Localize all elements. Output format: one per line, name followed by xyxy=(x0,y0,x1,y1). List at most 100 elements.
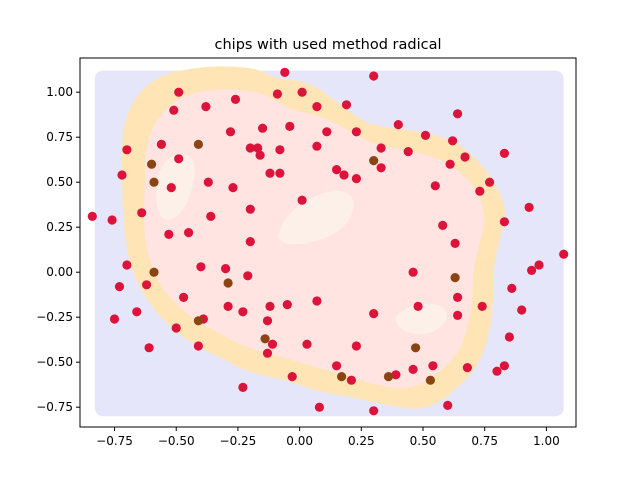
data-point-series-1 xyxy=(245,143,255,153)
data-point-series-1 xyxy=(332,361,342,371)
data-point-series-1 xyxy=(428,361,438,371)
data-point-series-1 xyxy=(534,260,544,270)
data-point-series-1 xyxy=(114,282,125,292)
data-point-series-2 xyxy=(260,334,270,344)
data-point-series-1 xyxy=(184,228,194,238)
data-point-series-2 xyxy=(147,159,157,169)
data-point-series-1 xyxy=(408,267,418,277)
data-point-series-1 xyxy=(339,170,349,180)
data-point-series-1 xyxy=(499,148,509,158)
region-core xyxy=(395,303,447,335)
data-point-series-2 xyxy=(149,177,159,187)
data-point-series-1 xyxy=(265,301,275,311)
data-point-series-1 xyxy=(460,152,470,162)
y-tick-label: −0.50 xyxy=(36,355,73,369)
scatter-points xyxy=(87,67,569,416)
x-tick-label: 1.00 xyxy=(533,434,560,448)
data-point-series-2 xyxy=(369,156,379,166)
data-point-series-1 xyxy=(201,102,211,112)
data-point-series-1 xyxy=(453,310,463,320)
data-point-series-1 xyxy=(265,168,275,178)
data-point-series-1 xyxy=(203,177,213,187)
data-point-series-2 xyxy=(411,343,421,353)
data-point-series-1 xyxy=(285,121,295,131)
data-point-series-1 xyxy=(507,283,517,293)
data-point-series-1 xyxy=(225,127,236,137)
data-point-series-1 xyxy=(230,94,241,104)
data-point-series-1 xyxy=(393,120,403,130)
data-point-series-1 xyxy=(341,100,352,110)
data-point-series-1 xyxy=(430,181,440,191)
data-point-series-1 xyxy=(346,375,356,385)
data-point-series-1 xyxy=(312,141,322,151)
data-point-series-1 xyxy=(221,264,231,274)
data-point-series-1 xyxy=(369,406,379,416)
x-tick-label: −0.25 xyxy=(220,434,257,448)
data-point-series-1 xyxy=(443,400,453,410)
data-point-series-1 xyxy=(403,147,413,157)
y-tick-label: −0.75 xyxy=(36,400,73,414)
data-point-series-1 xyxy=(156,139,166,149)
data-point-series-1 xyxy=(517,305,527,315)
data-point-series-2 xyxy=(425,375,435,385)
x-tick-label: −0.50 xyxy=(158,434,195,448)
data-point-series-1 xyxy=(109,314,120,324)
data-point-series-1 xyxy=(499,361,509,371)
data-point-series-1 xyxy=(132,307,142,317)
data-point-series-1 xyxy=(164,229,174,239)
data-point-series-1 xyxy=(243,271,253,281)
y-tick-label: 0.50 xyxy=(46,175,73,189)
data-point-series-1 xyxy=(376,163,386,173)
data-point-series-1 xyxy=(369,309,379,319)
x-tick-label: −0.75 xyxy=(96,434,133,448)
x-tick-label: 0.25 xyxy=(348,434,375,448)
data-point-series-1 xyxy=(492,366,502,376)
y-tick-label: −0.25 xyxy=(36,310,73,324)
data-point-series-1 xyxy=(485,177,495,187)
data-point-series-1 xyxy=(351,127,361,137)
data-point-series-1 xyxy=(228,183,238,193)
data-point-series-1 xyxy=(453,109,463,119)
data-point-series-1 xyxy=(413,301,423,311)
data-point-series-1 xyxy=(193,341,203,351)
y-tick-label: 0.75 xyxy=(46,130,73,144)
data-point-series-1 xyxy=(477,301,487,311)
data-point-series-1 xyxy=(527,265,537,275)
chart-title: chips with used method radical xyxy=(215,37,442,53)
data-point-series-1 xyxy=(166,183,176,193)
data-point-series-1 xyxy=(267,339,278,349)
data-point-series-1 xyxy=(351,174,361,184)
data-point-series-1 xyxy=(174,87,184,97)
data-point-series-1 xyxy=(245,237,255,247)
data-point-series-1 xyxy=(275,168,285,178)
x-tick-label: 0.00 xyxy=(286,434,313,448)
data-point-series-1 xyxy=(107,215,117,225)
data-point-series-1 xyxy=(122,260,132,270)
data-point-series-1 xyxy=(312,296,322,306)
data-point-series-1 xyxy=(206,211,216,221)
data-point-series-1 xyxy=(351,341,361,351)
data-point-series-1 xyxy=(117,170,127,180)
data-point-series-1 xyxy=(420,130,431,140)
data-point-series-1 xyxy=(137,208,147,218)
data-point-series-1 xyxy=(287,372,297,382)
data-point-series-1 xyxy=(376,143,386,153)
data-point-series-1 xyxy=(391,370,401,380)
data-point-series-2 xyxy=(337,372,347,382)
data-point-series-1 xyxy=(314,402,324,412)
data-point-series-1 xyxy=(196,262,206,272)
data-point-series-1 xyxy=(179,292,189,302)
data-point-series-1 xyxy=(262,316,273,326)
data-point-series-1 xyxy=(245,204,255,214)
data-point-series-2 xyxy=(383,372,394,382)
data-point-series-2 xyxy=(149,267,159,277)
x-tick-label: 0.75 xyxy=(471,434,498,448)
data-point-series-1 xyxy=(169,105,179,115)
data-point-series-1 xyxy=(122,145,132,155)
data-point-series-1 xyxy=(408,364,418,374)
data-point-series-1 xyxy=(144,343,154,353)
decision-regions xyxy=(94,66,564,417)
data-point-series-1 xyxy=(448,136,458,146)
x-tick-label: 0.50 xyxy=(410,434,437,448)
